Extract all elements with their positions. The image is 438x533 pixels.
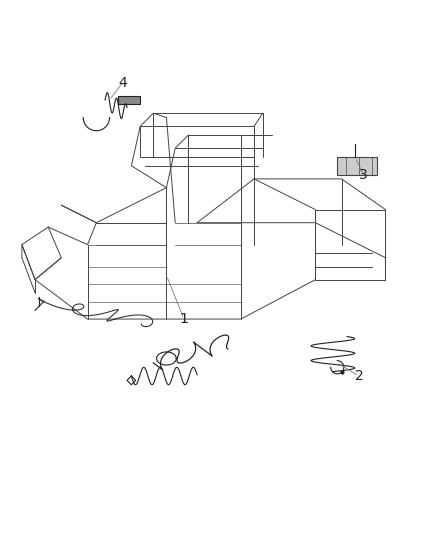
Text: 3: 3 bbox=[359, 167, 368, 182]
Text: 1: 1 bbox=[180, 312, 188, 326]
Bar bbox=[337, 157, 377, 174]
Text: 4: 4 bbox=[118, 76, 127, 90]
Bar bbox=[118, 96, 140, 104]
Text: 2: 2 bbox=[355, 369, 364, 383]
